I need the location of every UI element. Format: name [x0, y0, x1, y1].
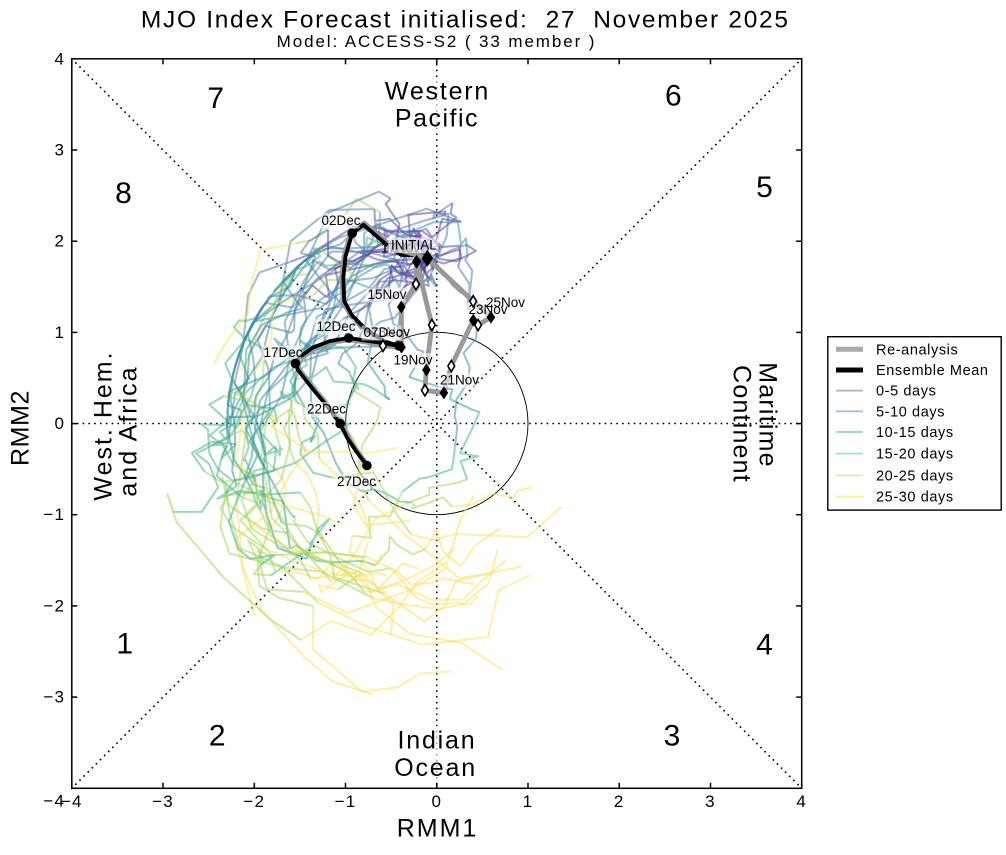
svg-text:5-10 days: 5-10 days: [876, 404, 945, 420]
svg-text:2: 2: [209, 720, 226, 753]
svg-text:Model: ACCESS-S2 ( 33 member ): Model: ACCESS-S2 ( 33 member ): [277, 32, 597, 51]
svg-text:RMM1: RMM1: [397, 814, 479, 842]
svg-text:2: 2: [614, 792, 625, 811]
svg-text:21Nov: 21Nov: [440, 373, 479, 388]
svg-text:23Nov: 23Nov: [469, 302, 508, 317]
svg-text:RMM2: RMM2: [7, 390, 35, 466]
svg-text:3: 3: [664, 720, 681, 753]
svg-text:4: 4: [796, 792, 807, 811]
svg-text:20-25 days: 20-25 days: [876, 469, 954, 485]
svg-text:17Dec: 17Dec: [264, 345, 303, 360]
svg-text:−3: −3: [152, 792, 174, 811]
svg-text:27Dec: 27Dec: [337, 474, 376, 489]
svg-text:15Nov: 15Nov: [368, 287, 407, 302]
svg-text:−1: −1: [43, 505, 65, 524]
svg-text:Re-analysis: Re-analysis: [876, 342, 958, 358]
svg-text:25Nov: 25Nov: [486, 295, 525, 310]
svg-text:1: 1: [55, 323, 66, 342]
svg-text:22Dec: 22Dec: [307, 402, 346, 417]
svg-text:−4: −4: [43, 792, 65, 811]
svg-text:3: 3: [705, 792, 716, 811]
svg-text:−4: −4: [61, 792, 83, 811]
svg-text:and Africa: and Africa: [115, 365, 143, 496]
svg-text:Ocean: Ocean: [394, 754, 477, 782]
svg-text:INITIAL: INITIAL: [391, 238, 437, 253]
svg-text:Indian: Indian: [398, 726, 477, 754]
svg-text:4: 4: [756, 629, 773, 662]
svg-text:02Dec: 02Dec: [322, 213, 361, 228]
svg-text:Maritime: Maritime: [754, 362, 782, 467]
svg-text:5: 5: [756, 171, 773, 204]
svg-text:15-20 days: 15-20 days: [876, 447, 954, 463]
svg-text:2: 2: [55, 232, 66, 251]
svg-text:−2: −2: [243, 792, 265, 811]
svg-text:West. Hem.: West. Hem.: [90, 350, 118, 500]
svg-text:6: 6: [665, 80, 682, 113]
svg-text:0: 0: [431, 792, 442, 811]
svg-text:Western: Western: [385, 78, 490, 106]
svg-text:−3: −3: [43, 688, 65, 707]
svg-text:1: 1: [523, 792, 534, 811]
svg-text:12Dec: 12Dec: [317, 319, 356, 334]
svg-text:−1: −1: [335, 792, 357, 811]
svg-text:1: 1: [116, 628, 133, 661]
svg-text:8: 8: [115, 177, 132, 210]
svg-text:19Nov: 19Nov: [394, 353, 433, 368]
svg-text:07Dec: 07Dec: [364, 325, 403, 340]
svg-text:−2: −2: [43, 596, 65, 615]
svg-text:0-5 days: 0-5 days: [876, 384, 936, 400]
svg-text:3: 3: [55, 141, 66, 160]
svg-text:4: 4: [55, 49, 66, 68]
svg-text:Ensemble Mean: Ensemble Mean: [876, 363, 989, 379]
svg-text:MJO Index Forecast initialised: MJO Index Forecast initialised: 27 Novem…: [141, 7, 790, 34]
svg-text:10-15 days: 10-15 days: [876, 425, 954, 441]
svg-text:25-30 days: 25-30 days: [876, 490, 954, 506]
svg-text:Pacific: Pacific: [395, 105, 479, 133]
svg-text:7: 7: [207, 82, 224, 115]
svg-text:Continent: Continent: [727, 365, 755, 483]
svg-text:0: 0: [55, 414, 66, 433]
